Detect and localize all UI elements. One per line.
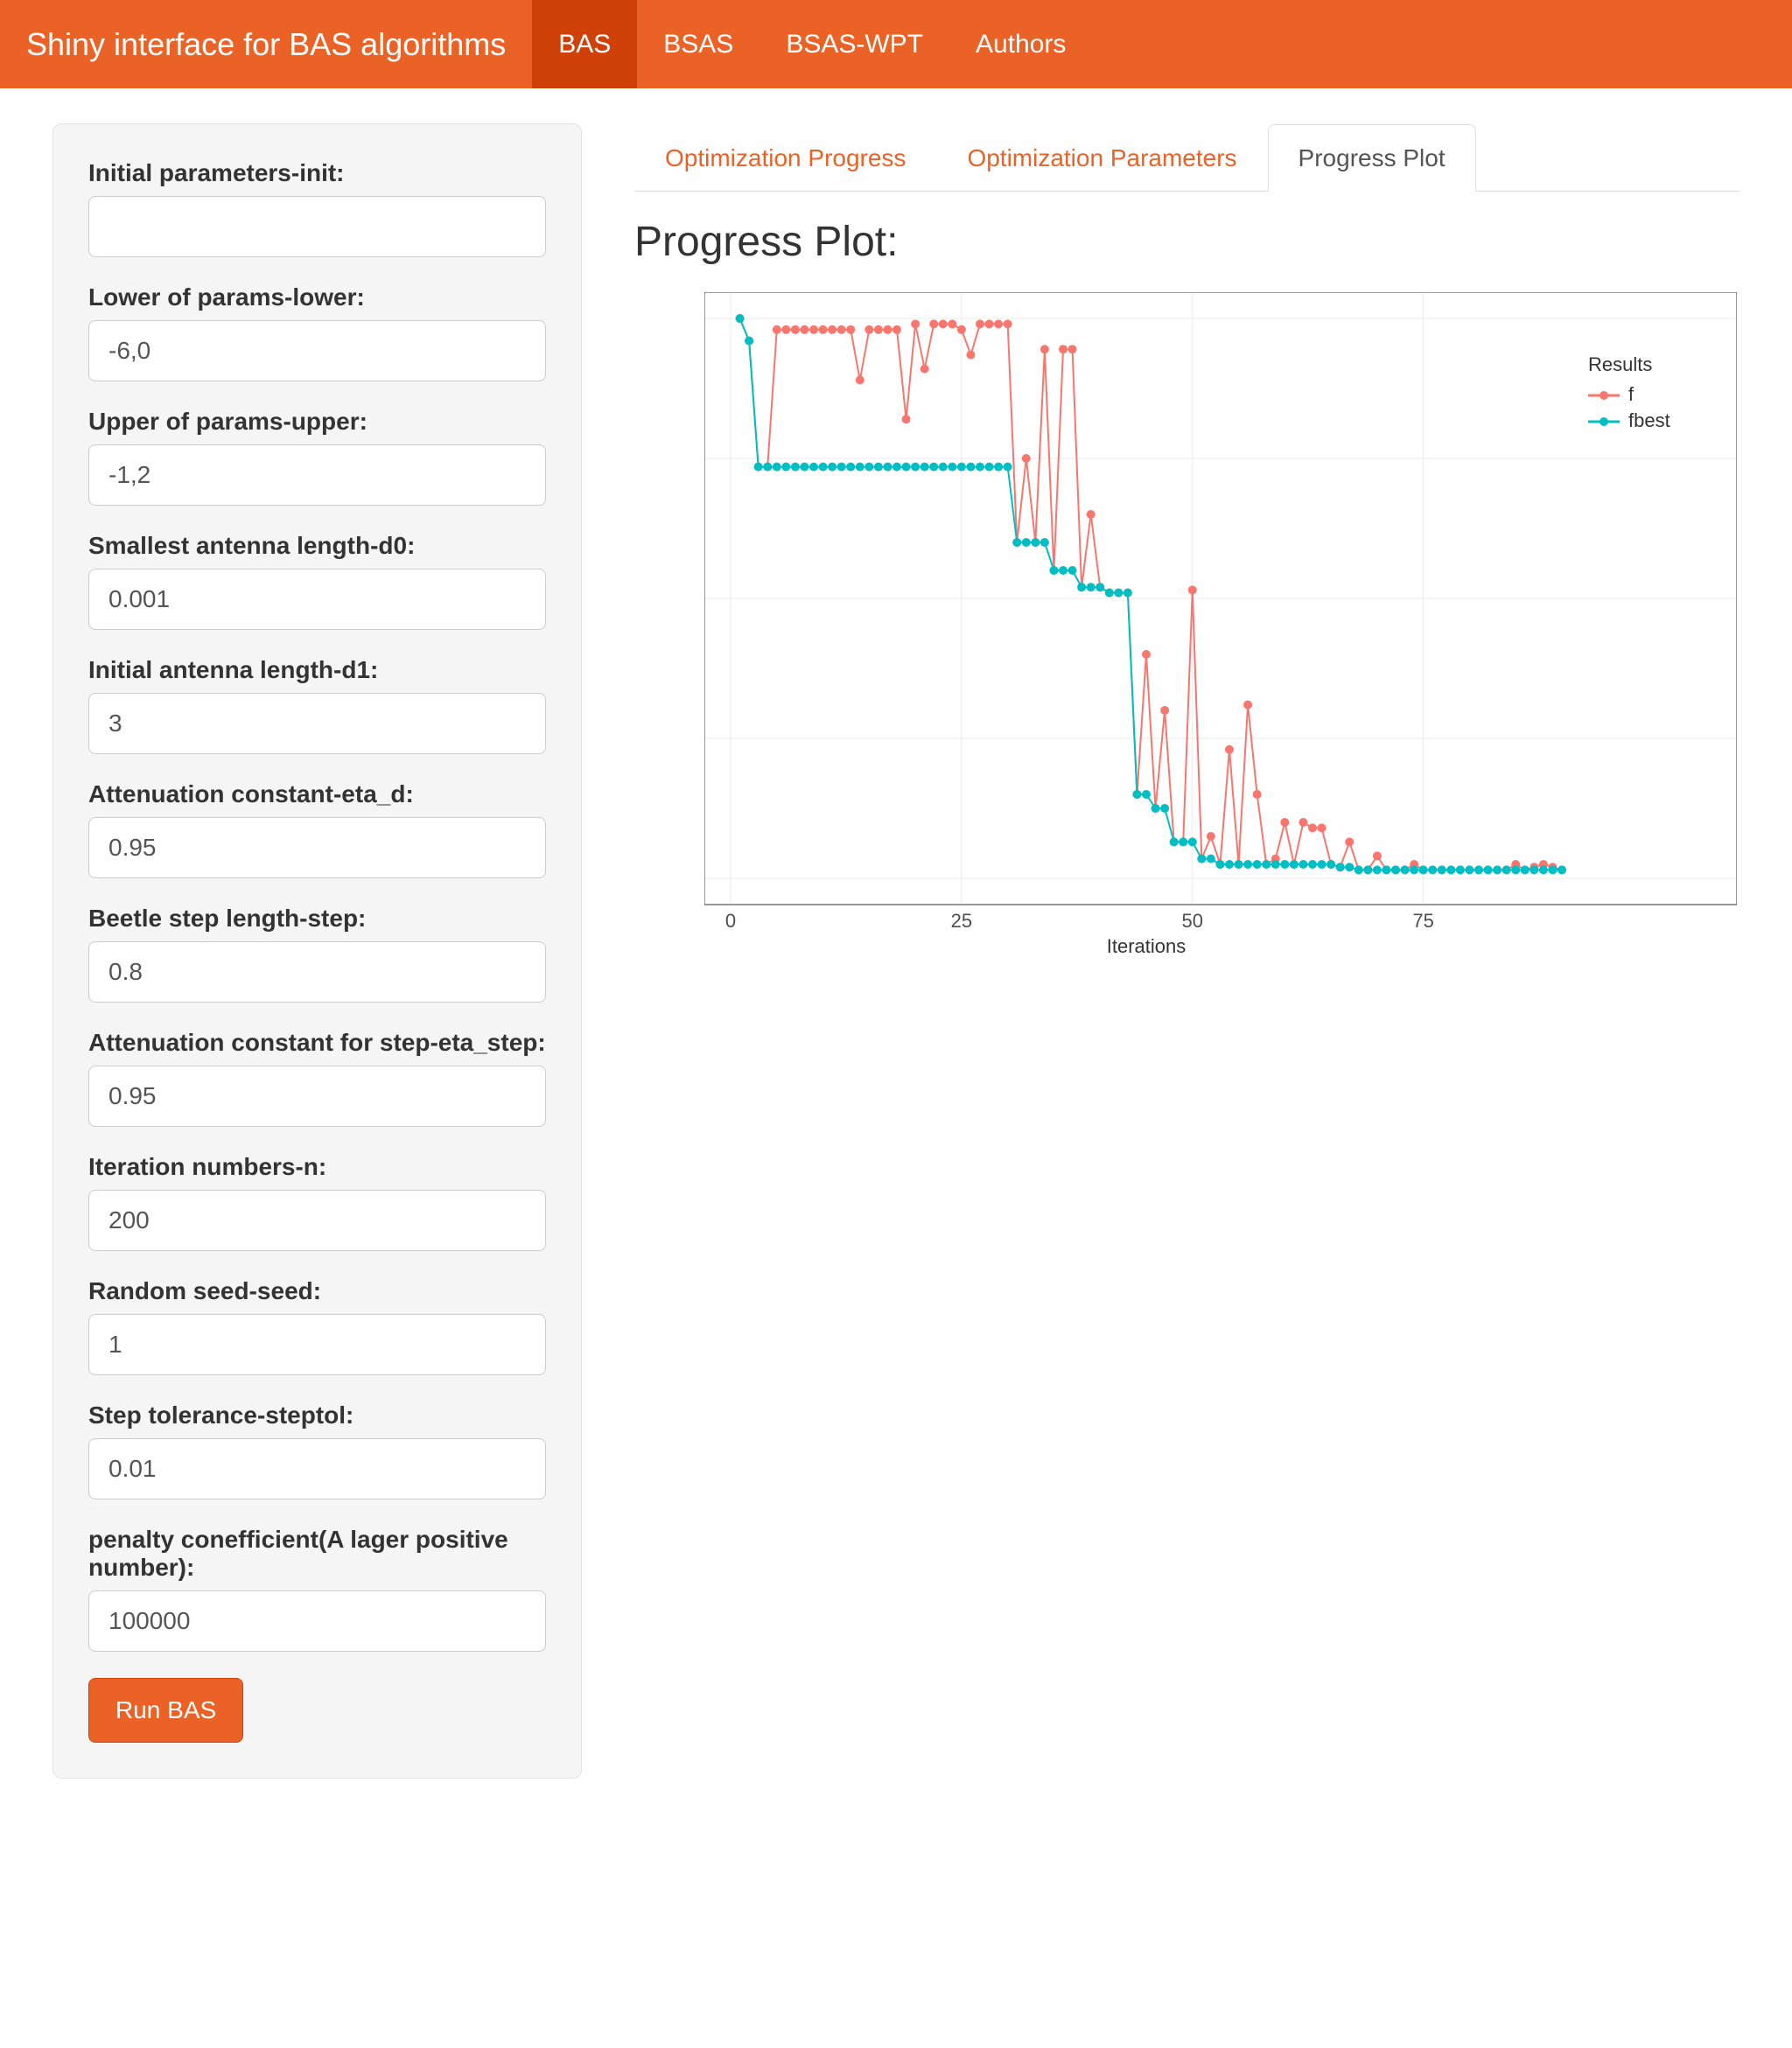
form-input[interactable] <box>88 1066 546 1127</box>
svg-text:50: 50 <box>1182 910 1203 932</box>
form-group: Lower of params-lower: <box>88 283 546 381</box>
form-label: Random seed-seed: <box>88 1277 546 1305</box>
form-label: Attenuation constant-eta_d: <box>88 780 546 808</box>
progress-plot: 0255075-2.0-1.5-1.0-0.50.0IterationsObje… <box>704 292 1737 957</box>
form-input[interactable] <box>88 320 546 381</box>
navbar: Shiny interface for BAS algorithms BASBS… <box>0 0 1792 88</box>
nav-item-authors[interactable]: Authors <box>949 0 1092 88</box>
plot-title: Progress Plot: <box>634 218 1740 266</box>
form-input[interactable] <box>88 941 546 1003</box>
sidebar-panel: Initial parameters-init: Lower of params-… <box>52 123 582 1779</box>
form-group: Step tolerance-steptol: <box>88 1401 546 1499</box>
svg-text:Results: Results <box>1588 353 1652 375</box>
form-input[interactable] <box>88 444 546 506</box>
svg-text:25: 25 <box>951 910 972 932</box>
form-input[interactable] <box>88 196 546 257</box>
form-group: Initial parameters-init: <box>88 159 546 257</box>
svg-text:fbest: fbest <box>1628 409 1670 431</box>
form-label: Attenuation constant for step-eta_step: <box>88 1029 546 1057</box>
svg-text:f: f <box>1628 383 1634 405</box>
form-input[interactable] <box>88 817 546 878</box>
form-input[interactable] <box>88 569 546 630</box>
form-group: Iteration numbers-n: <box>88 1153 546 1251</box>
form-label: Step tolerance-steptol: <box>88 1401 546 1429</box>
form-input[interactable] <box>88 1590 546 1652</box>
nav-item-bas[interactable]: BAS <box>532 0 637 88</box>
form-input[interactable] <box>88 693 546 754</box>
form-label: Smallest antenna length-d0: <box>88 532 546 560</box>
tab-progress-plot[interactable]: Progress Plot <box>1268 124 1476 192</box>
nav-item-bsas[interactable]: BSAS <box>637 0 760 88</box>
tabset: Optimization ProgressOptimization Parame… <box>634 123 1740 192</box>
tab-optimization-progress[interactable]: Optimization Progress <box>634 124 936 192</box>
svg-text:75: 75 <box>1412 910 1433 932</box>
navbar-brand: Shiny interface for BAS algorithms <box>0 0 532 88</box>
plot-container: 0255075-2.0-1.5-1.0-0.50.0IterationsObje… <box>634 283 1740 992</box>
form-label: Upper of params-upper: <box>88 408 546 436</box>
form-label: penalty conefficient(A lager positive nu… <box>88 1526 546 1582</box>
svg-text:0: 0 <box>725 910 736 932</box>
tab-optimization-parameters[interactable]: Optimization Parameters <box>936 124 1267 192</box>
form-group: Initial antenna length-d1: <box>88 656 546 754</box>
run-bas-button[interactable]: Run BAS <box>88 1678 243 1743</box>
form-group: Random seed-seed: <box>88 1277 546 1375</box>
nav-item-bsas-wpt[interactable]: BSAS-WPT <box>760 0 949 88</box>
form-label: Beetle step length-step: <box>88 905 546 933</box>
form-input[interactable] <box>88 1190 546 1251</box>
form-input[interactable] <box>88 1438 546 1499</box>
svg-text:Iterations: Iterations <box>1107 935 1186 957</box>
form-group: Attenuation constant-eta_d: <box>88 780 546 878</box>
main-panel: Optimization ProgressOptimization Parame… <box>634 123 1740 1779</box>
form-group: Upper of params-upper: <box>88 408 546 506</box>
form-label: Iteration numbers-n: <box>88 1153 546 1181</box>
form-group: Beetle step length-step: <box>88 905 546 1003</box>
form-label: Initial parameters-init: <box>88 159 546 187</box>
form-label: Initial antenna length-d1: <box>88 656 546 684</box>
form-group: Attenuation constant for step-eta_step: <box>88 1029 546 1127</box>
main-container: Initial parameters-init: Lower of params-… <box>0 88 1792 1831</box>
form-group: Smallest antenna length-d0: <box>88 532 546 630</box>
form-input[interactable] <box>88 1314 546 1375</box>
form-group: penalty conefficient(A lager positive nu… <box>88 1526 546 1652</box>
form-label: Lower of params-lower: <box>88 283 546 311</box>
